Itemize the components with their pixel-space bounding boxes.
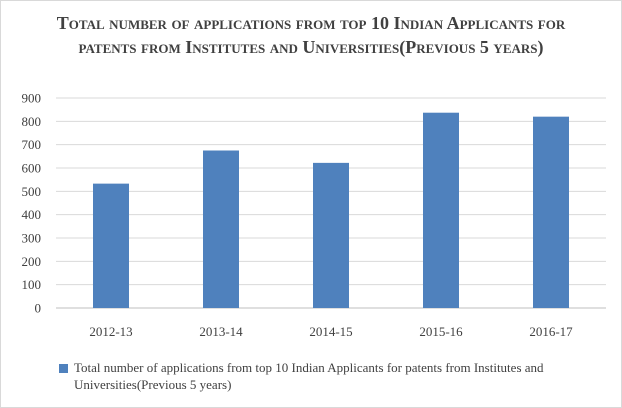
y-tick-label: 800 xyxy=(22,114,42,129)
y-tick-label: 900 xyxy=(22,91,42,106)
y-tick-label: 300 xyxy=(22,231,42,246)
y-tick-label: 200 xyxy=(22,254,42,269)
bars xyxy=(93,112,569,309)
legend-swatch xyxy=(59,364,68,373)
bar-2015-16 xyxy=(423,112,459,308)
x-tick-label: 2012-13 xyxy=(89,324,132,339)
y-tick-label: 600 xyxy=(22,161,42,176)
x-tick-label: 2016-17 xyxy=(529,324,573,339)
y-tick-label: 0 xyxy=(35,301,42,316)
bar-2013-14 xyxy=(203,150,239,308)
y-tick-label: 700 xyxy=(22,137,42,152)
legend: Total number of applications from top 10… xyxy=(59,359,579,393)
y-tick-label: 400 xyxy=(22,207,42,222)
x-tick-label: 2013-14 xyxy=(199,324,243,339)
x-tick-label: 2015-16 xyxy=(419,324,463,339)
bar-2016-17 xyxy=(533,116,569,309)
chart-title: Total number of applications from top 10… xyxy=(56,13,566,57)
bar-2012-13 xyxy=(93,183,129,308)
y-tick-label: 100 xyxy=(22,277,42,292)
y-tick-labels: 0 100 200 300 400 500 600 700 800 900 xyxy=(22,91,42,316)
y-tick-label: 500 xyxy=(22,184,42,199)
bar-2014-15 xyxy=(313,162,349,308)
x-tick-label: 2014-15 xyxy=(309,324,352,339)
legend-label: Total number of applications from top 10… xyxy=(74,360,544,392)
x-tick-labels: 2012-13 2013-14 2014-15 2015-16 2016-17 xyxy=(89,324,573,339)
